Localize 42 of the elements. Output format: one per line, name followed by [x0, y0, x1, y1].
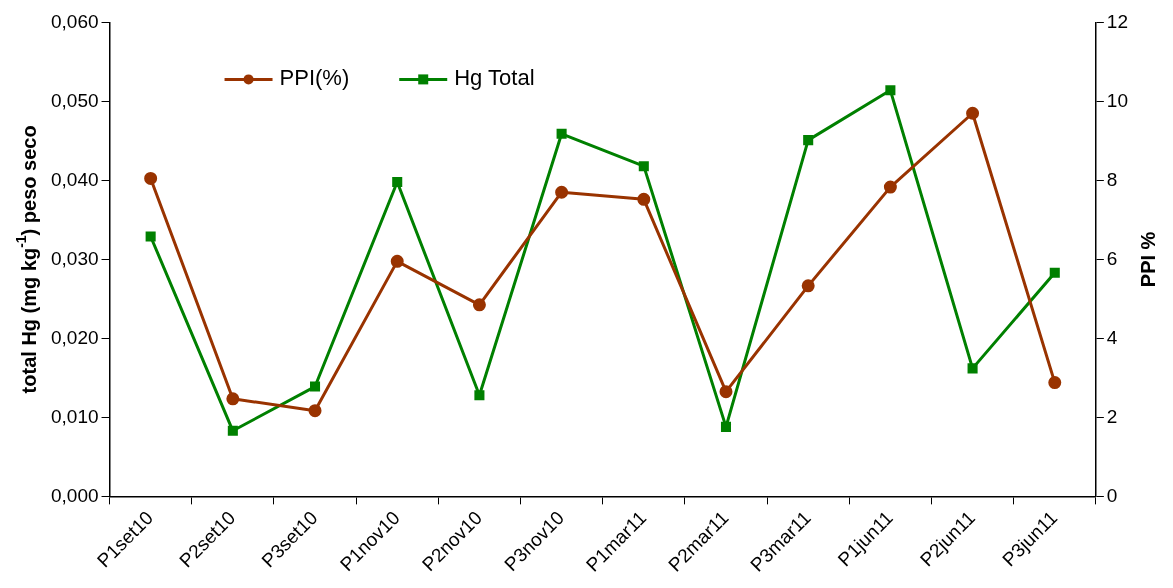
point: [226, 392, 240, 406]
point: [144, 171, 158, 185]
point: [967, 363, 978, 374]
y-tick-label: 0,060: [51, 10, 99, 32]
point: [637, 192, 651, 206]
point: [555, 185, 569, 199]
point: [227, 425, 238, 436]
y-axis-title: total Hg (mg kg-1) peso seco: [12, 125, 40, 394]
legend-label: PPI(%): [279, 65, 350, 91]
point: [472, 298, 486, 312]
y-tick-label: 0,010: [51, 405, 99, 427]
y2-tick-label: 10: [1106, 89, 1129, 111]
point: [390, 254, 404, 268]
point: [308, 404, 322, 418]
point: [638, 161, 649, 172]
point: [474, 390, 485, 401]
point: [966, 106, 980, 120]
point: [1048, 376, 1062, 390]
y2-tick-label: 6: [1106, 247, 1118, 269]
point: [392, 176, 403, 187]
y-tick-label: 0,020: [51, 326, 99, 348]
y2-tick-label: 4: [1106, 326, 1118, 348]
point: [883, 180, 897, 194]
point: [719, 385, 733, 399]
y2-tick-label: 8: [1106, 168, 1118, 190]
y2-tick-label: 0: [1106, 484, 1118, 506]
y-tick-label: 0,030: [51, 247, 99, 269]
y-tick-label: 0,000: [51, 484, 99, 506]
point: [1049, 267, 1060, 278]
y2-tick-label: 2: [1106, 405, 1118, 427]
point: [885, 85, 896, 96]
point: [803, 135, 814, 146]
point: [145, 231, 156, 242]
point: [556, 128, 567, 139]
point: [720, 421, 732, 432]
y2-axis-title: PPI %: [1136, 231, 1159, 288]
y-tick-label: 0,050: [51, 89, 99, 111]
point: [309, 381, 321, 392]
legend-label: Hg Total: [454, 65, 535, 91]
y2-tick-label: 12: [1106, 10, 1129, 32]
point: [801, 279, 815, 293]
y-tick-label: 0,040: [51, 168, 99, 190]
